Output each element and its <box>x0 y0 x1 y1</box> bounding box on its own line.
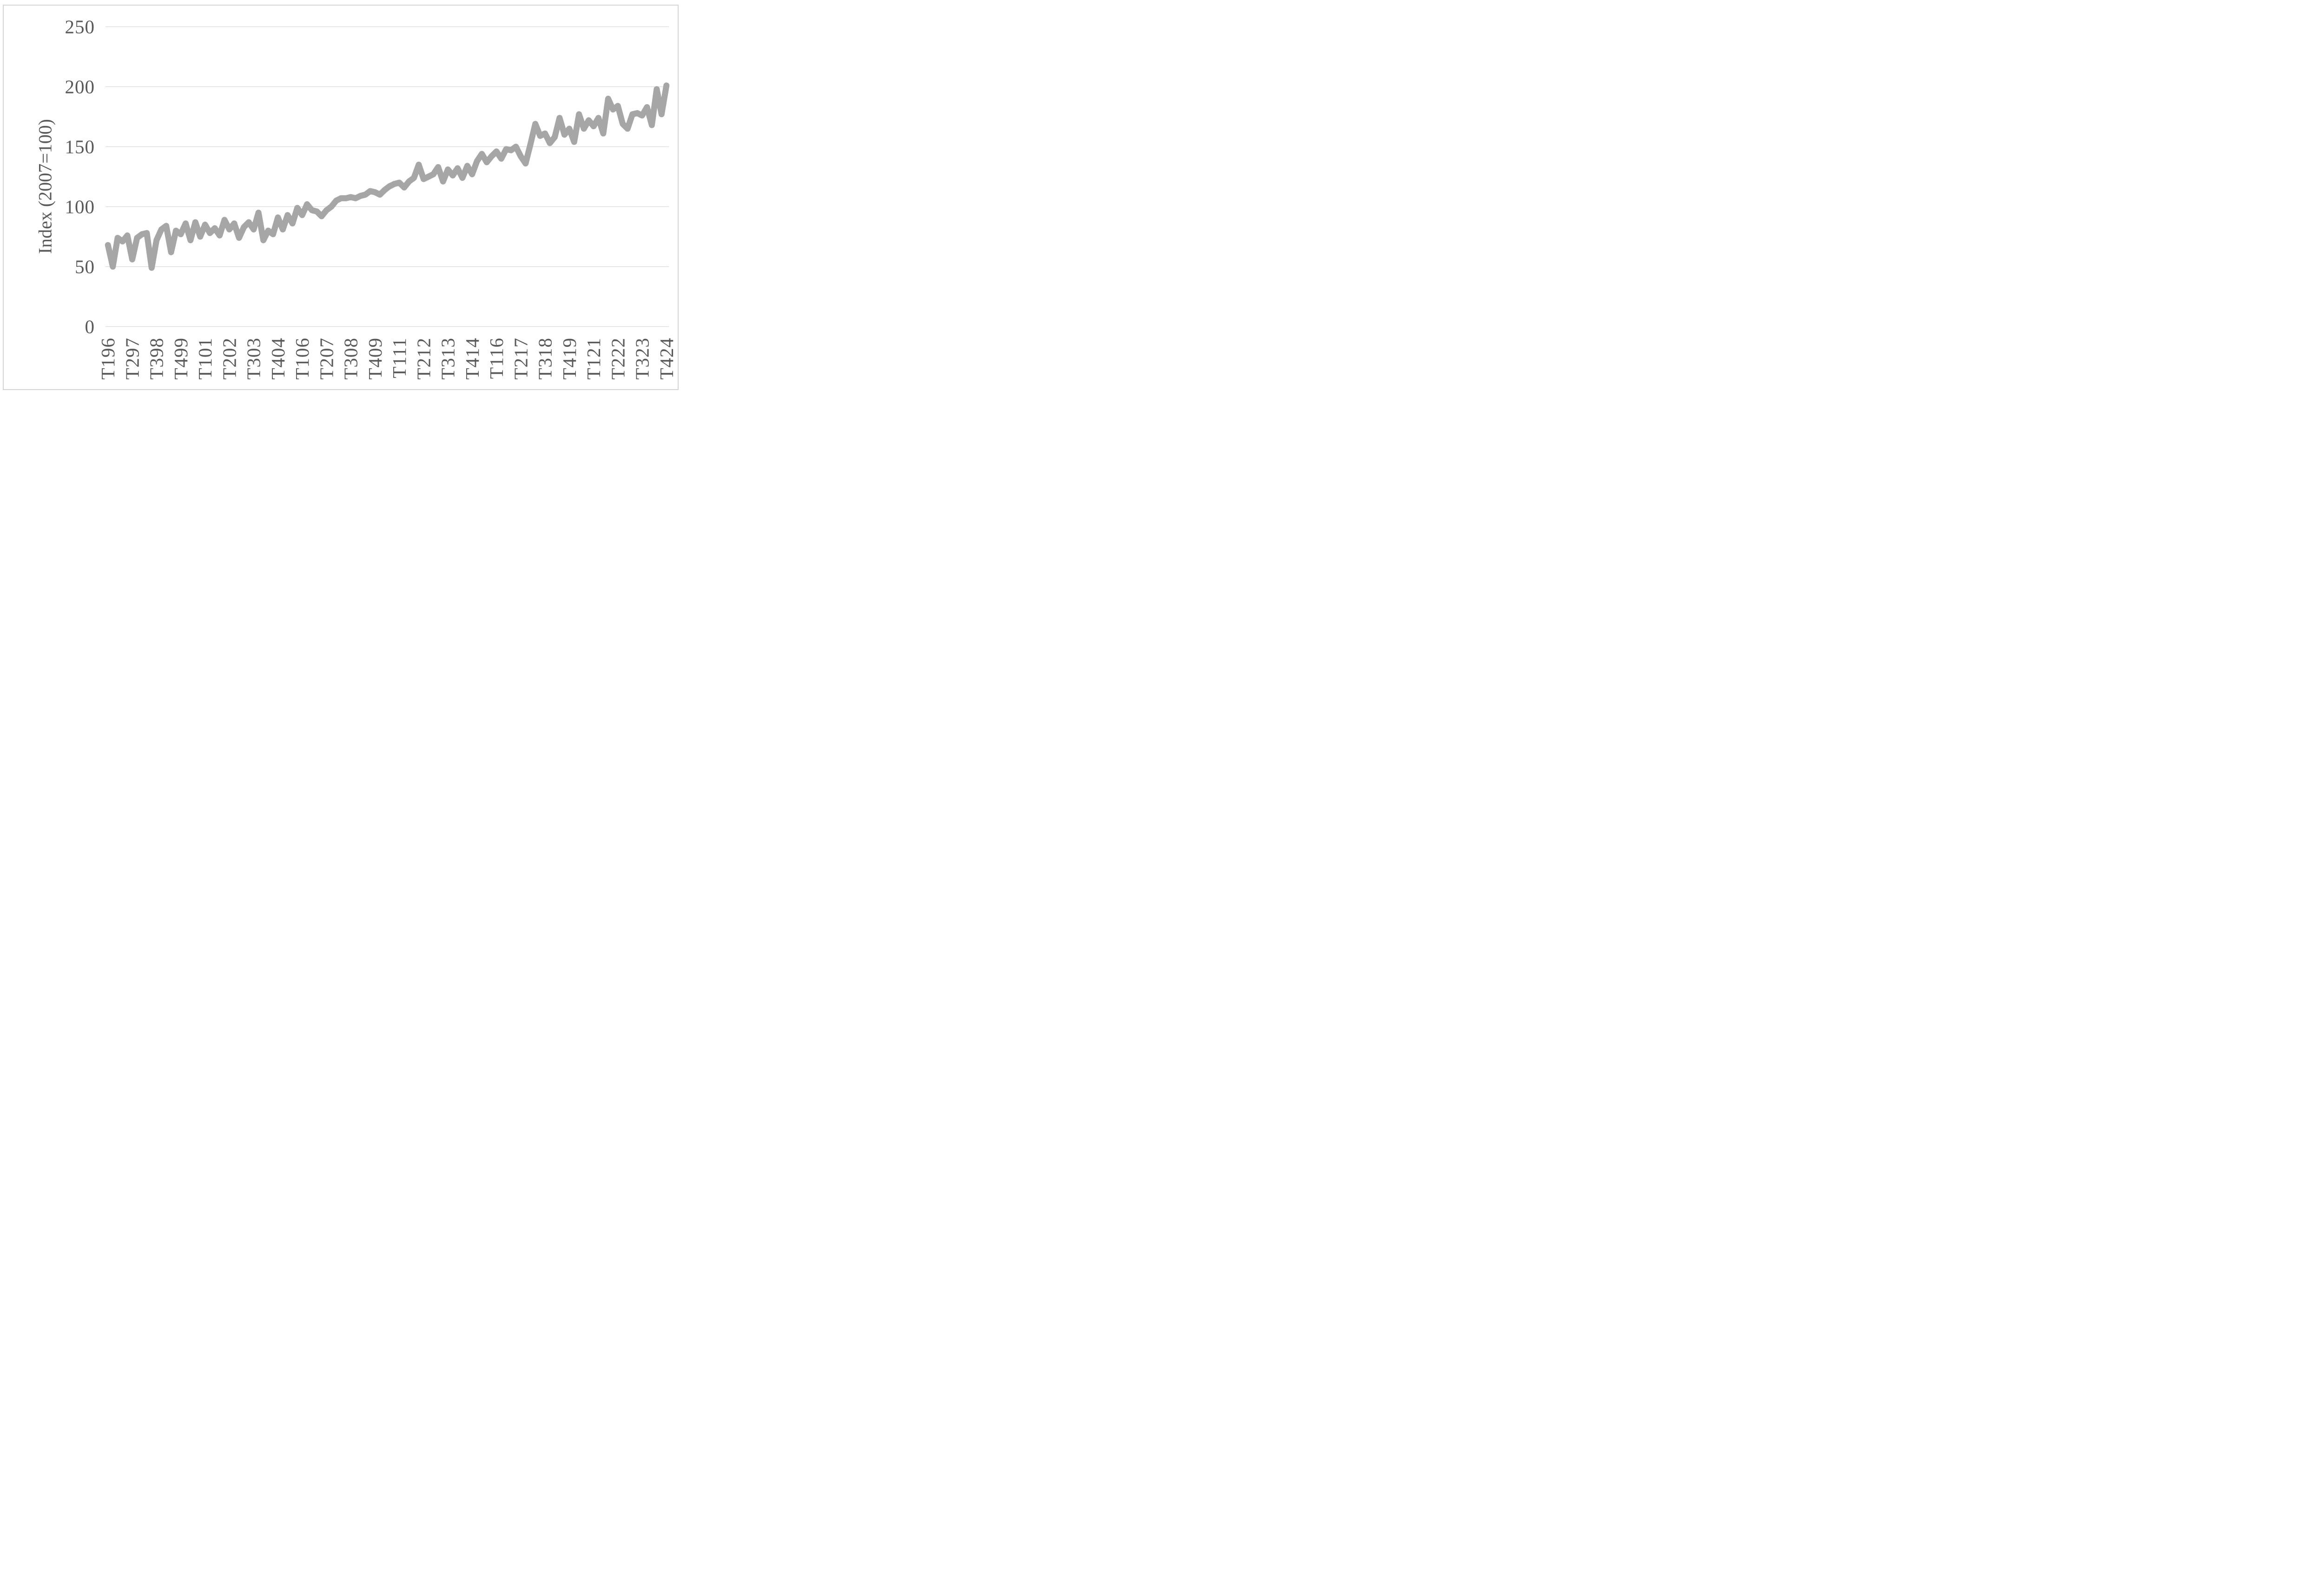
x-axis-tick-label: T404 <box>267 338 289 380</box>
y-axis-tick-label: 50 <box>75 256 95 278</box>
x-axis-tick-label: T414 <box>462 338 483 380</box>
x-axis-tick-label: T116 <box>486 338 507 379</box>
y-axis-tick-label: 0 <box>85 316 95 338</box>
x-axis-tick-label: T101 <box>194 338 216 380</box>
x-axis-tick-label: T323 <box>632 338 653 380</box>
x-axis-tick-label: T207 <box>316 338 337 380</box>
x-axis-tick-label: T303 <box>243 338 264 380</box>
x-axis-tick-label: T217 <box>510 338 531 380</box>
x-axis-tick-label: T212 <box>413 338 434 380</box>
line-chart: 0 50 100 150 200 250 T196 T297 T398 T499 T101 T202… <box>3 5 679 390</box>
x-axis-tick-label: T111 <box>389 338 410 378</box>
x-axis-tick-label: T222 <box>607 338 628 380</box>
y-axis-tick-label: 200 <box>65 76 95 98</box>
x-axis-tick-label: T297 <box>121 338 143 380</box>
x-axis-tick-label: T196 <box>97 338 119 380</box>
x-axis-tick-label: T419 <box>559 338 580 380</box>
x-axis-tick-label: T318 <box>535 338 556 380</box>
x-axis-tick-label: T409 <box>364 338 386 380</box>
x-axis-tick-label: T424 <box>656 338 677 380</box>
x-axis-tick-label: T313 <box>437 338 459 380</box>
x-axis-tick-label: T202 <box>218 338 240 380</box>
figure: 0 50 100 150 200 250 T196 T297 T398 T499 T101 T202… <box>0 0 685 394</box>
series-line <box>105 82 670 271</box>
y-axis-tick-label: 150 <box>65 136 95 158</box>
x-axis-tick-labels: T196 T297 T398 T499 T101 T202 T303 T404 T106 T207… <box>97 338 677 380</box>
x-axis-tick-label: T121 <box>583 338 604 380</box>
figure-border <box>3 5 679 390</box>
x-axis-tick-label: T106 <box>291 338 313 380</box>
x-axis-tick-label: T398 <box>146 338 167 380</box>
y-axis-tick-label: 100 <box>65 196 95 218</box>
y-axis-tick-label: 250 <box>65 16 95 38</box>
gridlines <box>106 26 669 327</box>
x-axis-tick-label: T308 <box>340 338 362 380</box>
x-axis-tick-label: T499 <box>170 338 191 380</box>
y-axis-tick-labels: 0 50 100 150 200 250 <box>65 16 95 338</box>
y-axis-title: Index (2007=100) <box>35 119 56 254</box>
